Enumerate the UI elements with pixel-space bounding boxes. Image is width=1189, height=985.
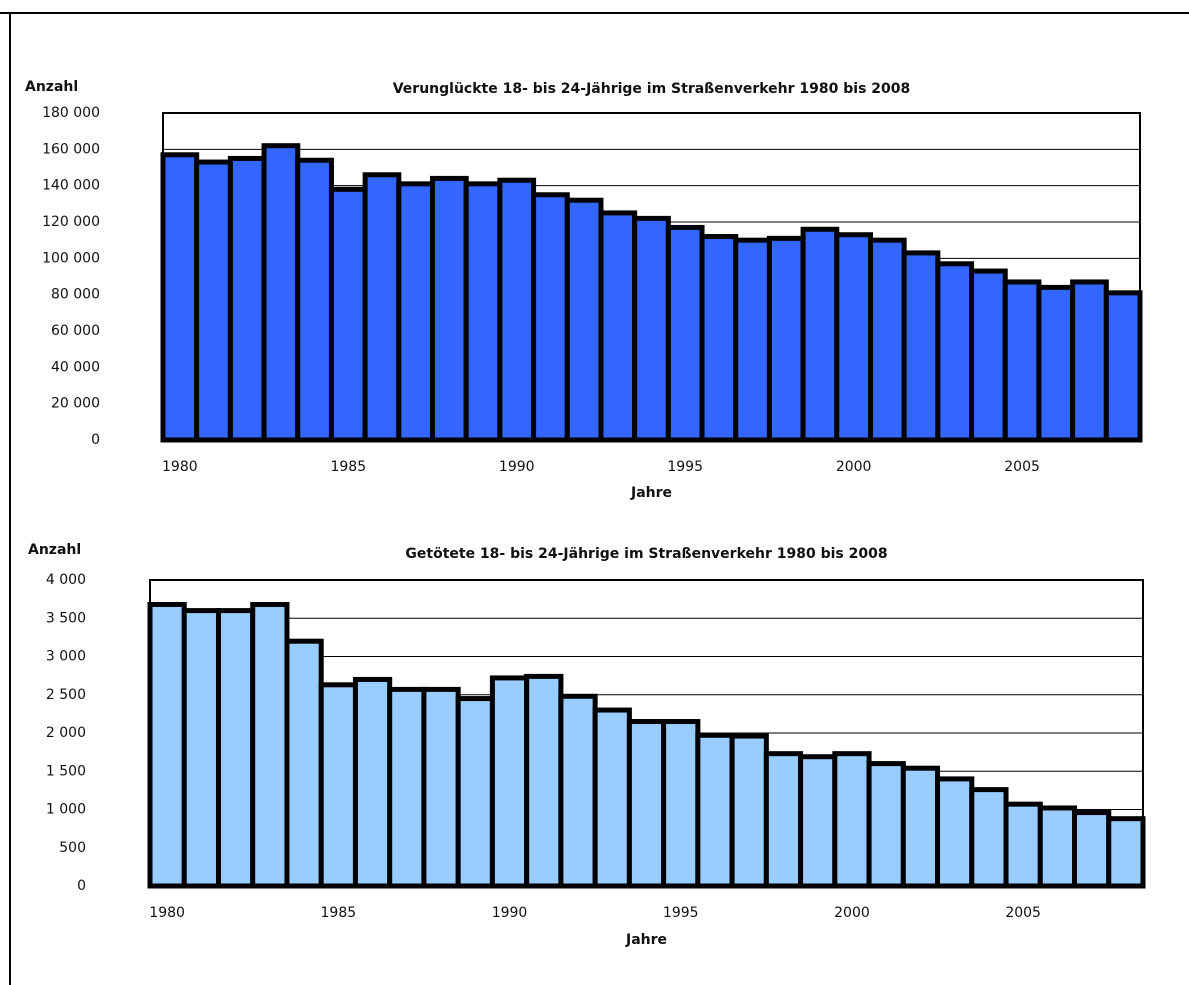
bar xyxy=(463,181,503,443)
bar xyxy=(160,152,200,443)
bar xyxy=(227,155,267,443)
bar xyxy=(866,761,906,889)
bar xyxy=(733,237,772,443)
y-tick-label: 2 000 xyxy=(46,725,86,741)
x-tick-label: 2005 xyxy=(1004,459,1040,475)
bar xyxy=(1103,290,1143,443)
bar xyxy=(1070,279,1109,443)
bar xyxy=(798,754,838,889)
bar xyxy=(362,172,402,443)
x-axis-label: Jahre xyxy=(630,485,672,501)
x-tick-label: 1985 xyxy=(330,459,366,475)
y-tick-label: 3 000 xyxy=(46,649,86,665)
x-tick-label: 1995 xyxy=(667,459,703,475)
x-tick-label: 2000 xyxy=(834,905,870,921)
y-tick-label: 1 000 xyxy=(46,802,86,818)
bar xyxy=(598,210,638,443)
bar xyxy=(215,608,256,889)
bar xyxy=(800,226,840,443)
bar xyxy=(763,751,804,889)
bar xyxy=(558,693,598,889)
bar xyxy=(1003,801,1043,889)
bar xyxy=(497,177,537,443)
bar xyxy=(1002,279,1042,443)
x-tick-label: 1980 xyxy=(162,459,198,475)
y-tick-label: 0 xyxy=(91,432,100,448)
bar xyxy=(396,181,436,443)
x-tick-label: 1995 xyxy=(663,905,699,921)
bar xyxy=(834,232,873,443)
x-tick-label: 1985 xyxy=(321,905,357,921)
chart-title: Getötete 18- bis 24-Jährige im Straßenve… xyxy=(405,546,887,562)
y-tick-label: 140 000 xyxy=(42,178,100,194)
bar xyxy=(867,237,907,443)
x-tick-label: 2005 xyxy=(1005,905,1041,921)
bar xyxy=(181,608,221,889)
bar xyxy=(969,787,1009,889)
bar xyxy=(194,159,233,443)
bar xyxy=(1106,816,1146,889)
bar xyxy=(250,601,290,889)
bar xyxy=(695,732,735,889)
bar xyxy=(766,235,806,443)
bar xyxy=(564,197,604,443)
y-tick-label: 120 000 xyxy=(42,214,100,230)
bar xyxy=(147,601,187,889)
bar xyxy=(632,215,671,443)
y-tick-label: 1 500 xyxy=(46,763,86,779)
y-tick-label: 40 000 xyxy=(51,359,100,375)
bar xyxy=(626,719,667,889)
y-tick-label: 80 000 xyxy=(51,287,100,303)
y-tick-label: 60 000 xyxy=(51,323,100,339)
bar xyxy=(900,765,941,889)
y-tick-label: 4 000 xyxy=(46,572,86,588)
x-tick-label: 1990 xyxy=(492,905,528,921)
y-tick-label: 500 xyxy=(59,840,86,856)
bar xyxy=(901,250,941,443)
bar xyxy=(430,175,469,443)
y-axis-label: Anzahl xyxy=(25,79,78,95)
y-tick-label: 3 500 xyxy=(46,610,86,626)
bar xyxy=(295,157,334,443)
bar xyxy=(665,224,705,443)
bar xyxy=(284,638,324,889)
bar xyxy=(935,261,975,443)
bar xyxy=(531,192,570,443)
bar xyxy=(489,675,530,889)
y-tick-label: 0 xyxy=(77,878,86,894)
y-tick-label: 2 500 xyxy=(46,687,86,703)
bar xyxy=(387,686,427,889)
chart-title: Verunglückte 18- bis 24-Jährige im Straß… xyxy=(393,81,911,97)
bar xyxy=(352,676,393,889)
y-axis-label: Anzahl xyxy=(28,542,81,558)
bar xyxy=(421,686,461,889)
bar xyxy=(1037,805,1078,889)
bar xyxy=(832,751,872,889)
y-tick-label: 20 000 xyxy=(51,396,100,412)
x-tick-label: 1990 xyxy=(499,459,535,475)
y-tick-label: 100 000 xyxy=(42,250,100,266)
bar xyxy=(1072,810,1112,889)
bar xyxy=(935,776,975,889)
bar xyxy=(969,268,1008,443)
bar xyxy=(261,143,301,443)
y-tick-label: 160 000 xyxy=(42,141,100,157)
bar xyxy=(524,673,564,889)
bar xyxy=(699,234,739,443)
x-tick-label: 1980 xyxy=(149,905,185,921)
bar xyxy=(455,696,495,889)
y-tick-label: 180 000 xyxy=(42,105,100,121)
bar xyxy=(661,719,701,889)
x-tick-label: 2000 xyxy=(836,459,872,475)
bar xyxy=(729,733,769,889)
bar xyxy=(318,682,358,889)
x-axis-label: Jahre xyxy=(625,932,667,948)
bar xyxy=(1036,284,1076,443)
bar xyxy=(328,186,368,443)
bar xyxy=(592,707,632,889)
